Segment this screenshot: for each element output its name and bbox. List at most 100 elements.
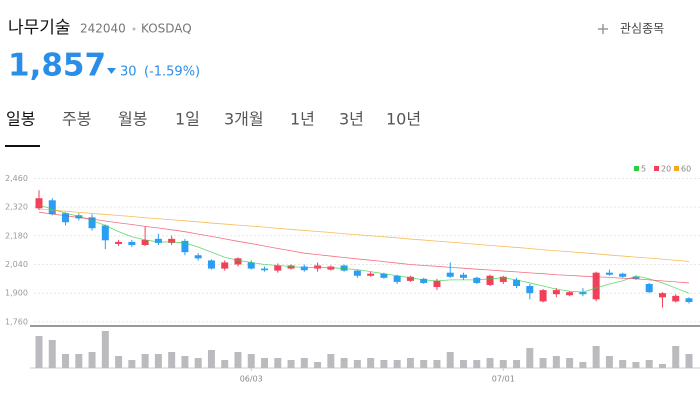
volume-bar [605,356,613,368]
candle-body [552,290,560,295]
candle-body [499,276,507,282]
candle-body [181,240,189,253]
candle-body [473,277,481,283]
volume-bar [181,356,189,368]
legend-swatch [674,166,679,171]
tab[interactable]: 3년 [339,110,364,129]
candle-body [433,280,441,288]
candle-body [353,270,361,276]
volume-bar [340,358,348,368]
volume-bar [194,358,202,368]
volume-bar [380,360,388,368]
volume-bar [300,358,308,368]
candle-body [207,260,215,269]
volume-bar [48,340,56,368]
candle-body [287,265,295,269]
plus-icon [598,24,608,34]
volume-bar [579,362,587,368]
candle-body [340,265,348,271]
change-pct: (-1.59%) [144,65,200,80]
volume-bar [274,358,282,368]
volume-bar [632,362,640,368]
volume-bar [128,360,136,368]
candle-body [459,274,467,278]
watch-button[interactable]: 관심종목 [598,22,664,36]
tab[interactable]: 월봉 [118,110,147,129]
candle-body [314,265,322,269]
y-tick-label: 2,040 [5,260,28,269]
candle-body [88,217,96,229]
volume-bar [101,331,109,368]
tab[interactable]: 일봉 [6,110,35,129]
candle-body [393,275,401,282]
moving-average-line [38,208,690,262]
candle-body [101,225,109,241]
tab[interactable]: 주봉 [62,110,91,129]
tab[interactable]: 1일 [175,110,200,129]
volume-bar [88,352,96,368]
volume-bar [473,360,481,368]
watch-label[interactable]: 관심종목 [620,22,664,36]
candle-body [141,239,149,245]
volume-bar [141,354,149,368]
candle-body [300,266,308,271]
x-tick-label: 07/01 [492,375,515,384]
separator-dot [132,27,136,31]
candle-body [367,273,375,276]
price: 1,857 [8,48,106,84]
stock-name: 나무기술 [8,18,71,38]
tab[interactable]: 1년 [290,110,315,129]
volume-bar [393,360,401,368]
volume-bar [552,356,560,368]
volume-bar [645,360,653,368]
candle-body [619,273,627,277]
candle-body [672,295,680,302]
volume-bar [539,358,547,368]
volume-bar [314,362,322,368]
candle-body [327,266,335,270]
candle-body [168,238,176,243]
volume-bar [513,360,521,368]
candle-body [446,272,454,277]
y-tick-label: 2,460 [5,174,28,183]
candle-body [592,272,600,300]
candle-body [645,283,653,293]
candle-body [526,286,534,294]
volume-bar [154,354,162,368]
tab[interactable]: 10년 [386,110,421,129]
market: KOSDAQ [141,22,192,36]
candle-body [658,293,666,298]
volume-bar [486,358,494,368]
x-tick-label: 06/03 [240,375,263,384]
tab[interactable]: 3개월 [224,110,264,129]
volume-bar [658,364,666,368]
moving-average-line [38,204,690,294]
moving-average-line [38,211,690,284]
volume-bar [672,346,680,368]
candle-body [513,279,521,287]
change: 30 [120,65,137,80]
y-tick-label: 1,760 [5,317,28,326]
volume-bar [261,358,269,368]
volume-bar [221,360,229,368]
candle-body [261,268,269,271]
volume-bar [499,360,507,368]
candle-body [128,241,136,245]
volume-bar [287,360,295,368]
legend-label: 5 [641,165,646,174]
y-tick-label: 2,320 [5,203,28,212]
legend-label: 60 [681,165,691,174]
legend-label: 20 [661,165,671,174]
volume-bar [433,360,441,368]
chart: 2,460 2,320 2,180 2,040 1,900 1,760 5 20 60 06/03… [5,165,700,384]
volume-bar [367,358,375,368]
candle-body [605,272,613,275]
candle-body [685,298,693,303]
candle-body [566,292,574,296]
volume-bar [420,360,428,368]
candle-body [406,276,414,281]
volume-bar [62,354,70,368]
y-tick-label: 2,180 [5,231,28,240]
